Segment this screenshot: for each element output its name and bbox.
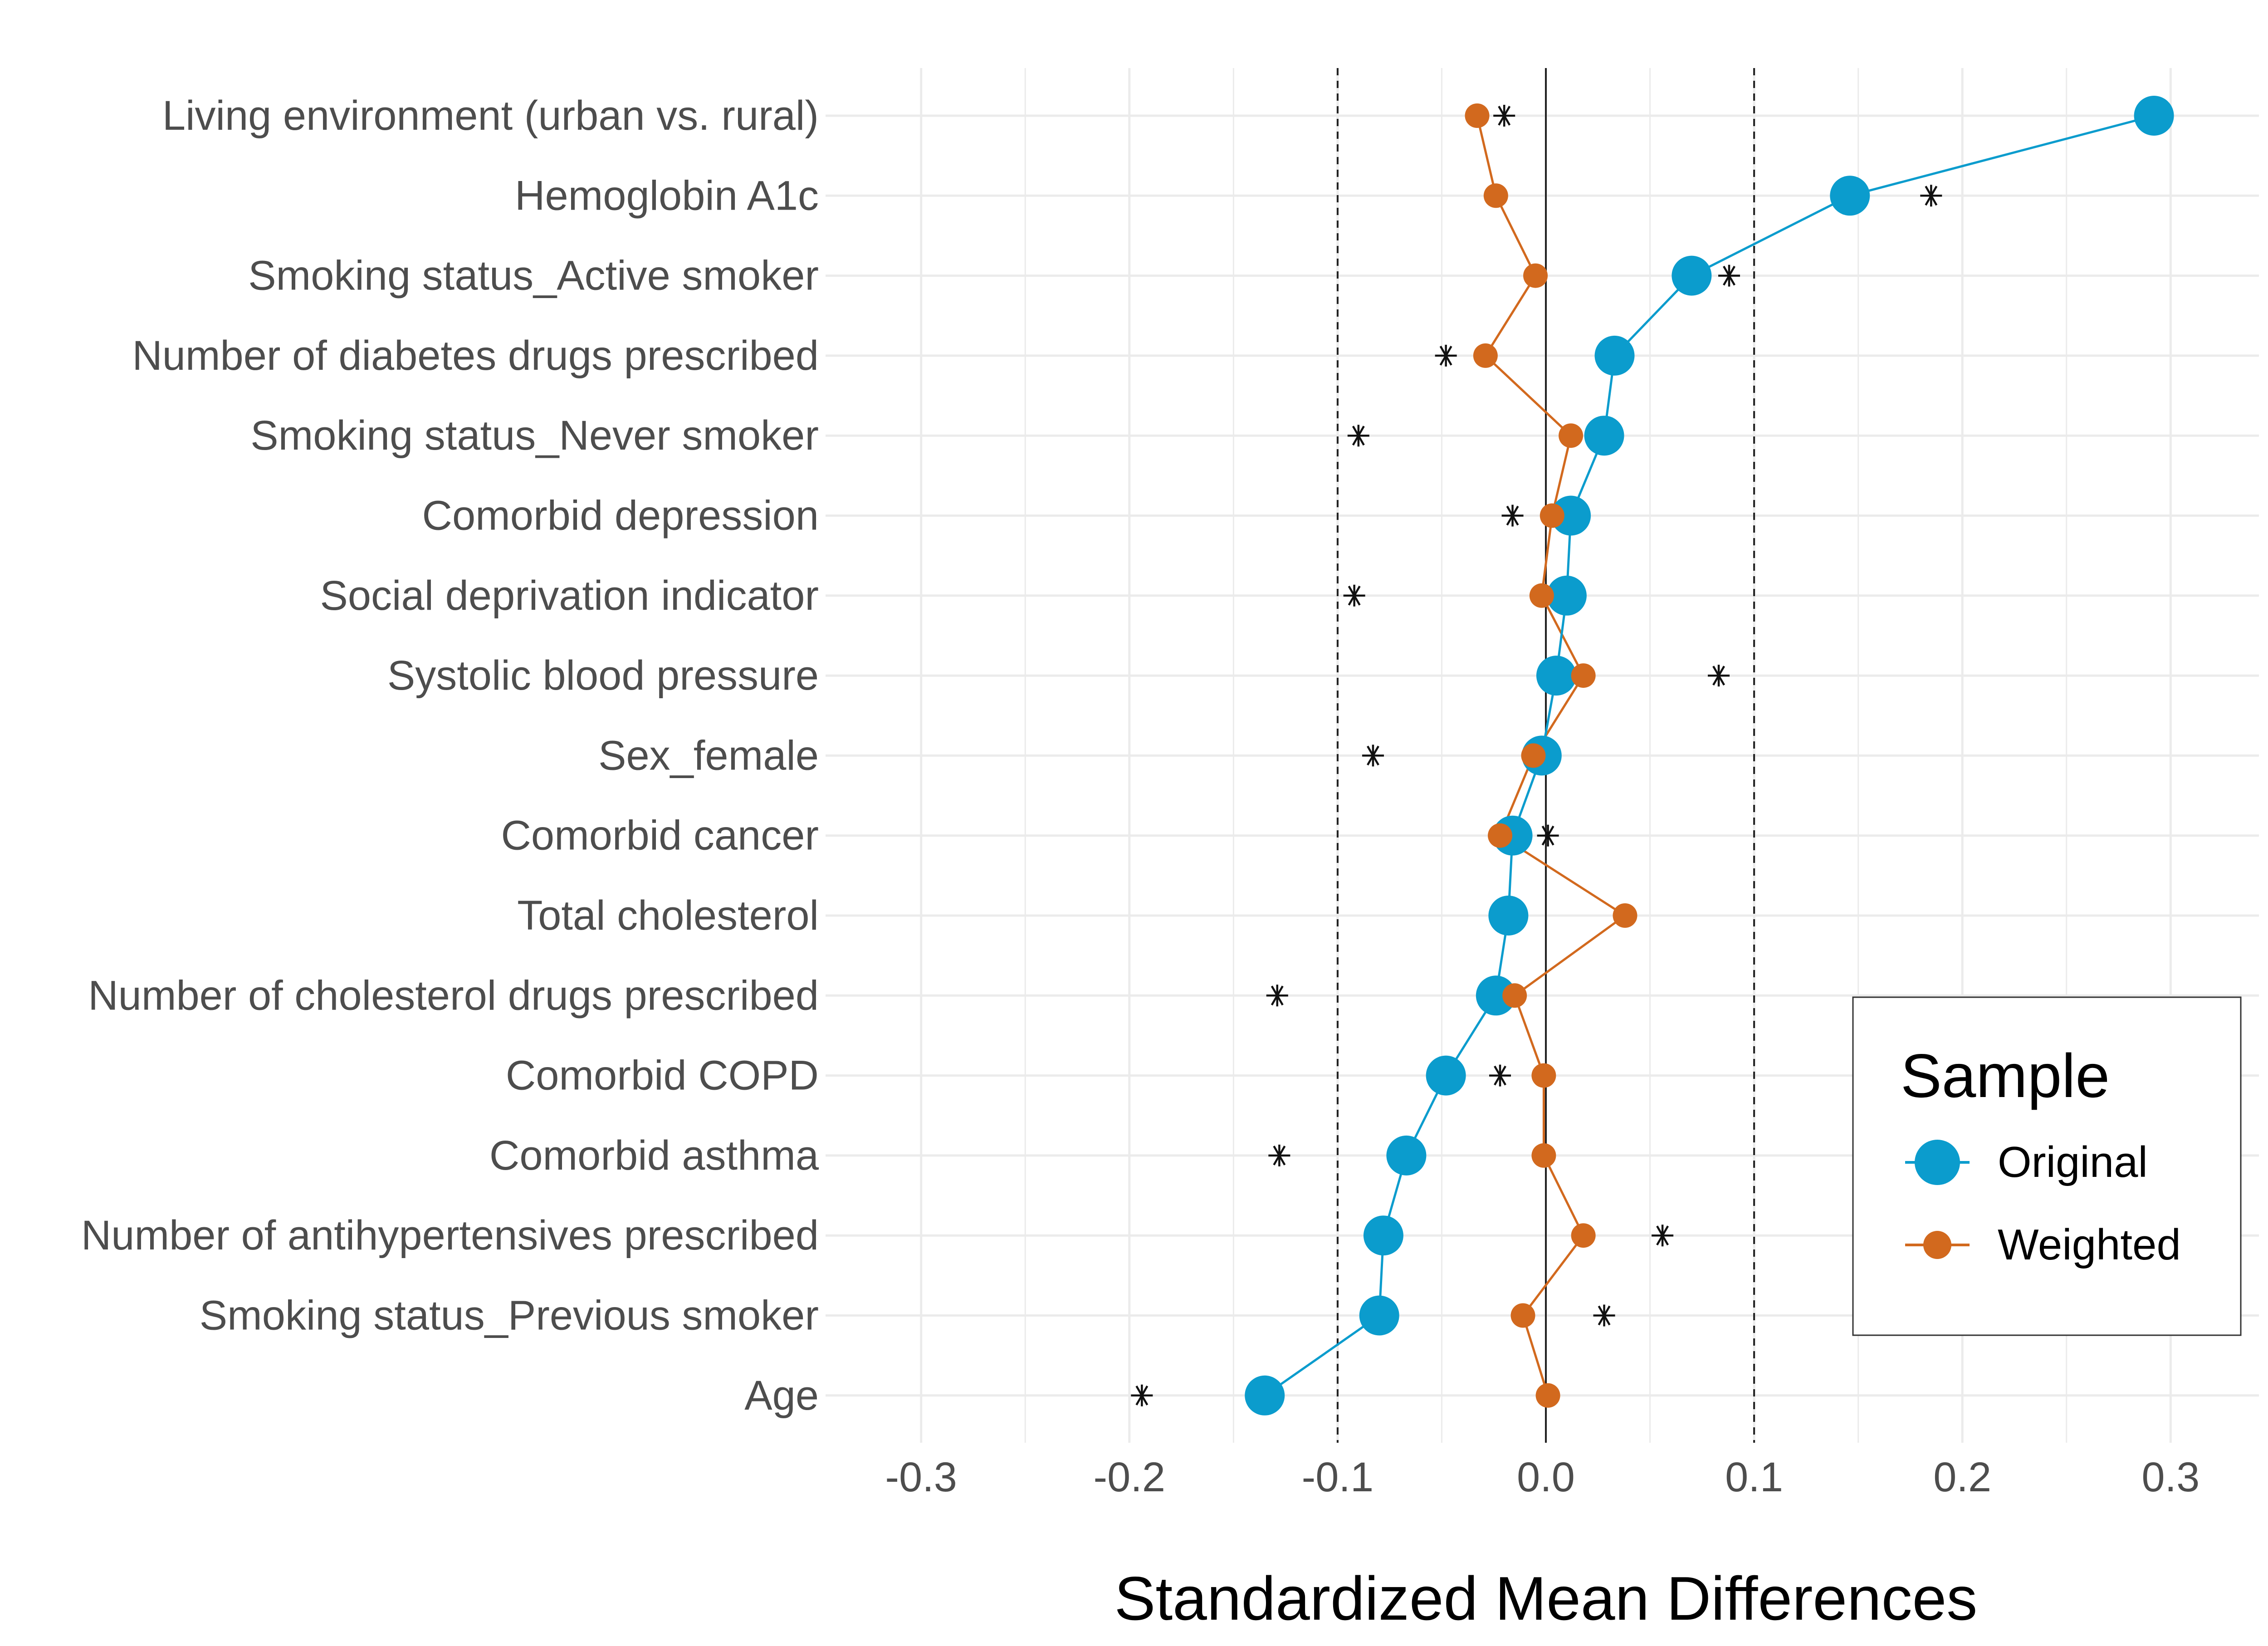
x-tick-label: -0.1: [1302, 1454, 1374, 1500]
x-tick-label: 0.1: [1725, 1454, 1783, 1500]
legend: Sample Original Weighted: [1852, 996, 2242, 1336]
asterisk-point: [1537, 824, 1559, 847]
y-tick-label: Smoking status_Active smoker: [248, 253, 819, 299]
original-point: [1536, 656, 1576, 696]
y-tick-label: Number of cholesterol drugs prescribed: [88, 972, 819, 1019]
y-tick-label: Number of antihypertensives prescribed: [81, 1212, 819, 1259]
legend-title: Sample: [1901, 1041, 2110, 1110]
asterisk-point: [1435, 344, 1457, 367]
weighted-point: [1487, 823, 1512, 848]
series-layer: [1131, 96, 2174, 1416]
asterisk-point: [1347, 425, 1369, 447]
y-tick-labels: Living environment (urban vs. rural) Hemo…: [81, 93, 819, 1419]
weighted-point: [1613, 903, 1637, 928]
asterisk-point: [1920, 185, 1942, 207]
weighted-point: [1473, 343, 1498, 368]
asterisk-point: [1268, 1144, 1290, 1166]
asterisk-point: [1708, 665, 1730, 687]
x-tick-label: -0.3: [885, 1454, 957, 1500]
original-point: [1488, 896, 1529, 936]
asterisk-point: [1718, 265, 1740, 287]
weighted-point: [1465, 103, 1490, 128]
weighted-point: [1483, 183, 1508, 208]
y-tick-label: Smoking status_Never smoker: [250, 412, 819, 459]
x-tick-labels: -0.3 -0.2 -0.1 0.0 0.1 0.2 0.3: [885, 1454, 2200, 1500]
y-tick-label: Age: [744, 1372, 819, 1419]
weighted-point: [1571, 1223, 1596, 1248]
weighted-point: [1531, 1143, 1556, 1168]
y-tick-label: Number of diabetes drugs prescribed: [132, 333, 819, 379]
x-tick-label: 0.0: [1517, 1454, 1575, 1500]
y-tick-label: Living environment (urban vs. rural): [162, 93, 819, 139]
asterisk-point: [1501, 505, 1524, 527]
asterisk-point: [1652, 1225, 1674, 1247]
y-tick-label: Comorbid COPD: [506, 1053, 819, 1099]
y-tick-label: Systolic blood pressure: [387, 652, 819, 699]
legend-label-weighted: Weighted: [1998, 1220, 2181, 1269]
asterisk-point: [1131, 1384, 1153, 1406]
legend-entry-weighted: Weighted: [1905, 1220, 2181, 1269]
weighted-point: [1559, 423, 1584, 448]
asterisk-point: [1362, 745, 1384, 767]
original-point: [1476, 975, 1516, 1016]
legend-marker-original: [1915, 1140, 1960, 1185]
y-tick-label: Hemoglobin A1c: [515, 172, 819, 219]
y-tick-label: Total cholesterol: [517, 892, 819, 939]
x-tick-label: 0.2: [1933, 1454, 1991, 1500]
original-point: [1363, 1215, 1403, 1256]
weighted-point: [1531, 1063, 1556, 1088]
asterisk-point: [1593, 1304, 1615, 1327]
legend-entry-original: Original: [1905, 1138, 2148, 1186]
original-point: [1672, 255, 1712, 296]
asterisk-point: [1493, 105, 1515, 127]
x-tick-label: -0.2: [1094, 1454, 1166, 1500]
y-tick-label: Social deprivation indicator: [320, 573, 819, 619]
original-point: [2134, 96, 2174, 136]
weighted-point: [1571, 663, 1596, 688]
y-tick-label: Comorbid depression: [422, 493, 819, 539]
original-point: [1594, 335, 1635, 376]
original-point: [1386, 1135, 1427, 1176]
original-point: [1584, 416, 1624, 456]
legend-label-original: Original: [1998, 1138, 2148, 1186]
legend-marker-weighted: [1923, 1231, 1951, 1259]
x-axis-title: Standardized Mean Differences: [1114, 1564, 1978, 1633]
weighted-point: [1510, 1303, 1535, 1328]
asterisk-point: [1343, 584, 1365, 607]
original-point: [1359, 1295, 1399, 1336]
weighted-point: [1529, 583, 1554, 608]
original-point: [1426, 1055, 1466, 1096]
original-point: [1245, 1375, 1285, 1416]
x-tick-label: 0.3: [2141, 1454, 2200, 1500]
y-tick-label: Smoking status_Previous smoker: [200, 1293, 819, 1339]
y-tick-label: Sex_female: [598, 732, 819, 779]
y-tick-label: Comorbid cancer: [501, 813, 819, 859]
y-tick-label: Comorbid asthma: [489, 1132, 819, 1179]
asterisk-point: [1489, 1064, 1511, 1087]
weighted-point: [1502, 983, 1527, 1008]
original-point: [1830, 176, 1870, 216]
weighted-point: [1535, 1383, 1560, 1408]
asterisk-point: [1266, 985, 1288, 1007]
weighted-point: [1521, 743, 1546, 768]
weighted-point: [1540, 503, 1564, 528]
original-point: [1546, 575, 1587, 616]
weighted-point: [1523, 263, 1548, 288]
original-point: [1551, 495, 1591, 536]
